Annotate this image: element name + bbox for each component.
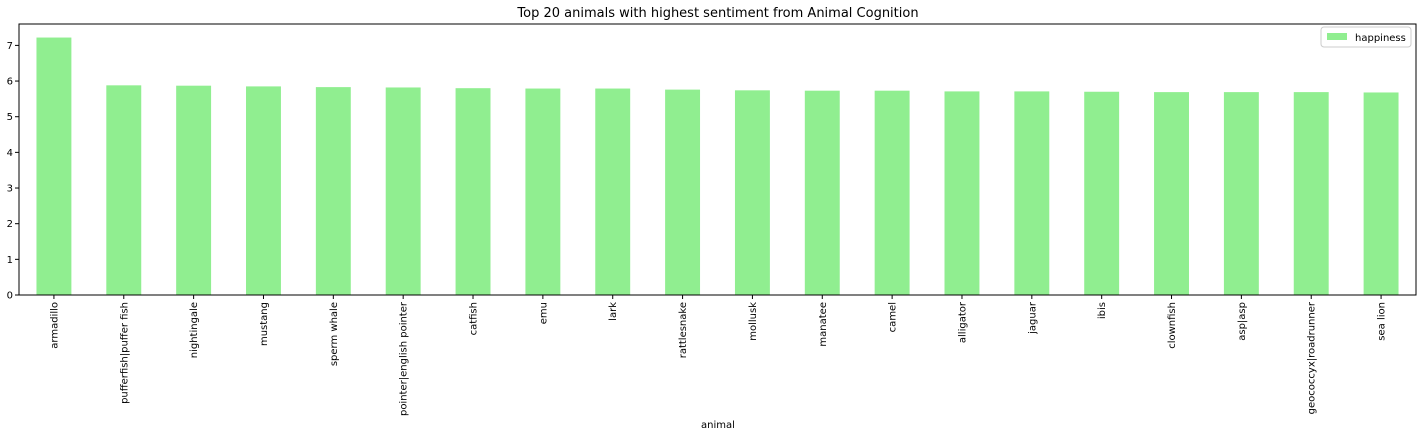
- x-tick-label: clownfish: [1167, 302, 1178, 349]
- bar: [176, 85, 212, 295]
- bar: [385, 87, 421, 295]
- chart-title: Top 20 animals with highest sentiment fr…: [516, 6, 918, 21]
- y-tick-label: 4: [7, 148, 13, 159]
- x-tick-label: camel: [888, 302, 899, 332]
- x-tick-label: armadillo: [49, 302, 60, 349]
- x-axis: armadillo pufferfish|puffer fish nightinga…: [49, 295, 1388, 416]
- bar: [246, 86, 281, 296]
- x-tick-label: lark: [608, 302, 619, 321]
- bar: [106, 85, 142, 296]
- plot-frame: [18, 23, 1417, 296]
- bar: [1154, 92, 1189, 295]
- bar: [455, 88, 491, 296]
- legend: happiness: [1320, 26, 1412, 48]
- bar: [1363, 92, 1399, 295]
- bar: [36, 37, 72, 296]
- x-tick-label: pointer|english pointer: [399, 301, 410, 416]
- y-tick-label: 6: [7, 77, 13, 88]
- y-tick-label: 1: [7, 255, 13, 266]
- legend-label: happiness: [1355, 33, 1406, 44]
- x-tick-label: sperm whale: [329, 302, 340, 366]
- y-tick-label: 2: [7, 219, 13, 230]
- y-tick-label: 3: [7, 184, 13, 195]
- y-tick-label: 7: [7, 41, 13, 52]
- x-tick-label: catfish: [469, 302, 480, 335]
- bar: [525, 88, 561, 295]
- x-tick-label: mustang: [259, 302, 270, 346]
- x-axis-label: animal: [701, 420, 735, 431]
- bar: [734, 90, 770, 295]
- bar: [595, 88, 631, 295]
- x-tick-label: emu: [538, 302, 549, 324]
- bar: [874, 90, 910, 295]
- bar: [804, 90, 840, 295]
- x-tick-label: manatee: [818, 302, 829, 347]
- y-tick-label: 0: [7, 291, 13, 302]
- bar: [665, 89, 701, 295]
- x-tick-label: asp|asp: [1237, 302, 1248, 341]
- x-tick-label: rattlesnake: [678, 302, 689, 358]
- bar: [1223, 92, 1259, 295]
- x-tick-label: alligator: [957, 301, 968, 343]
- bar: [1293, 92, 1329, 295]
- bar: [1014, 91, 1050, 295]
- x-tick-label: geococcyx|roadrunner: [1307, 301, 1318, 414]
- legend-swatch: [1327, 33, 1347, 40]
- x-tick-label: jaguar: [1027, 301, 1038, 335]
- bars-group: [36, 37, 1399, 296]
- x-tick-label: pufferfish|puffer fish: [119, 302, 130, 404]
- bar: [1084, 91, 1120, 295]
- bar: [944, 91, 980, 295]
- x-tick-label: sea lion: [1377, 302, 1388, 341]
- x-tick-label: nightingale: [189, 302, 200, 358]
- x-tick-label: mollusk: [748, 302, 759, 341]
- y-tick-label: 5: [7, 112, 13, 123]
- y-axis: 0 1 2 3 4 5 6 7: [7, 41, 19, 302]
- x-tick-label: ibis: [1097, 302, 1108, 319]
- legend-box: [1320, 26, 1412, 48]
- bar: [315, 87, 351, 295]
